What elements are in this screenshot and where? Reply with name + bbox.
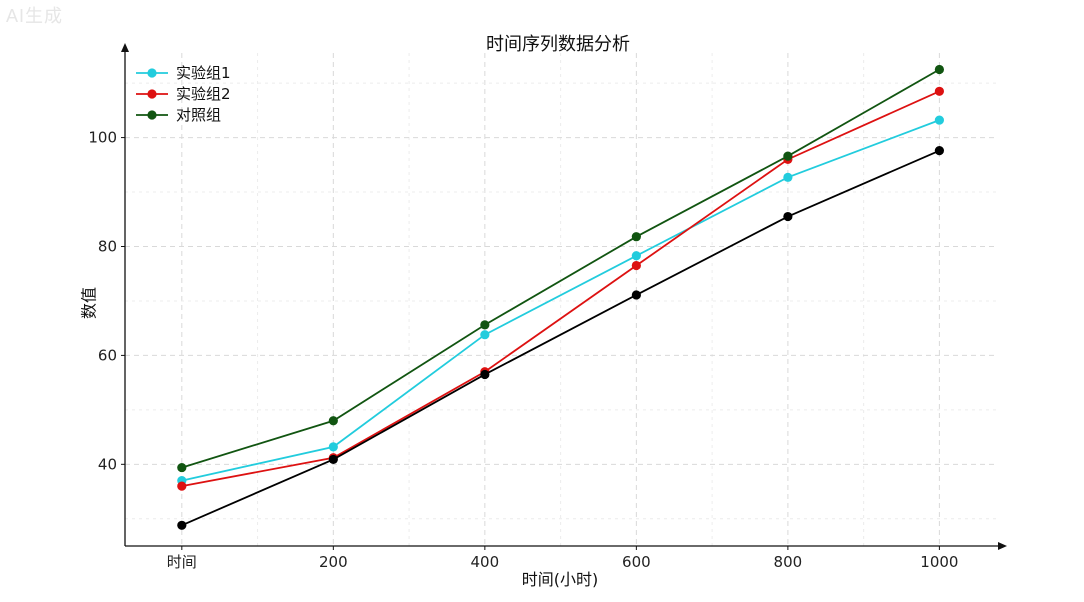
- data-point: [934, 64, 944, 75]
- legend-label: 对照组: [176, 106, 221, 124]
- data-point: [631, 251, 641, 261]
- data-point: [177, 481, 187, 491]
- series-line: [181, 149, 940, 527]
- x-tick-label: 时间: [167, 553, 197, 571]
- series-line: [181, 68, 940, 469]
- data-point: [631, 260, 641, 271]
- data-point: [631, 232, 641, 242]
- y-axis-arrow: [121, 43, 129, 52]
- y-tick-label: 100: [88, 129, 117, 147]
- x-axis-arrow: [998, 542, 1007, 550]
- series-group: [177, 64, 944, 530]
- data-point: [480, 330, 490, 340]
- y-axis-label: 数值: [80, 287, 99, 319]
- x-axis-label: 时间(小时): [522, 570, 599, 589]
- data-point: [328, 416, 338, 426]
- legend-swatch-marker: [147, 68, 157, 78]
- x-tick-label: 600: [622, 553, 651, 571]
- data-point: [783, 172, 793, 182]
- data-point: [783, 211, 793, 222]
- data-point: [934, 146, 944, 156]
- axes: 时间 200 400 600 800 1000 40 60 80 100: [88, 43, 1007, 571]
- x-tick-label: 800: [774, 553, 803, 571]
- x-tick-label: 200: [319, 553, 348, 571]
- data-point: [328, 454, 338, 465]
- y-tick-label: 40: [98, 455, 117, 473]
- series-line: [181, 119, 940, 482]
- watermark: AI生成: [6, 6, 64, 26]
- chart-title: 时间序列数据分析: [486, 34, 630, 55]
- data-point: [177, 520, 187, 530]
- legend-label: 实验组1: [176, 64, 231, 82]
- data-point: [177, 462, 187, 473]
- data-point: [480, 320, 490, 330]
- legend-swatch-marker: [147, 89, 157, 99]
- legend-label: 实验组2: [176, 85, 231, 103]
- x-tick-label: 1000: [920, 553, 958, 571]
- legend: 实验组1 实验组2 对照组: [136, 64, 231, 124]
- data-point: [934, 86, 944, 96]
- data-point: [480, 369, 490, 380]
- data-point: [783, 151, 793, 161]
- y-tick-label: 80: [98, 237, 117, 255]
- series-line: [181, 90, 940, 487]
- legend-swatch-marker: [147, 110, 157, 120]
- x-tick-label: 400: [471, 553, 500, 571]
- data-point: [934, 115, 944, 125]
- y-tick-label: 60: [98, 346, 117, 364]
- data-point: [328, 442, 338, 452]
- data-point: [631, 290, 641, 300]
